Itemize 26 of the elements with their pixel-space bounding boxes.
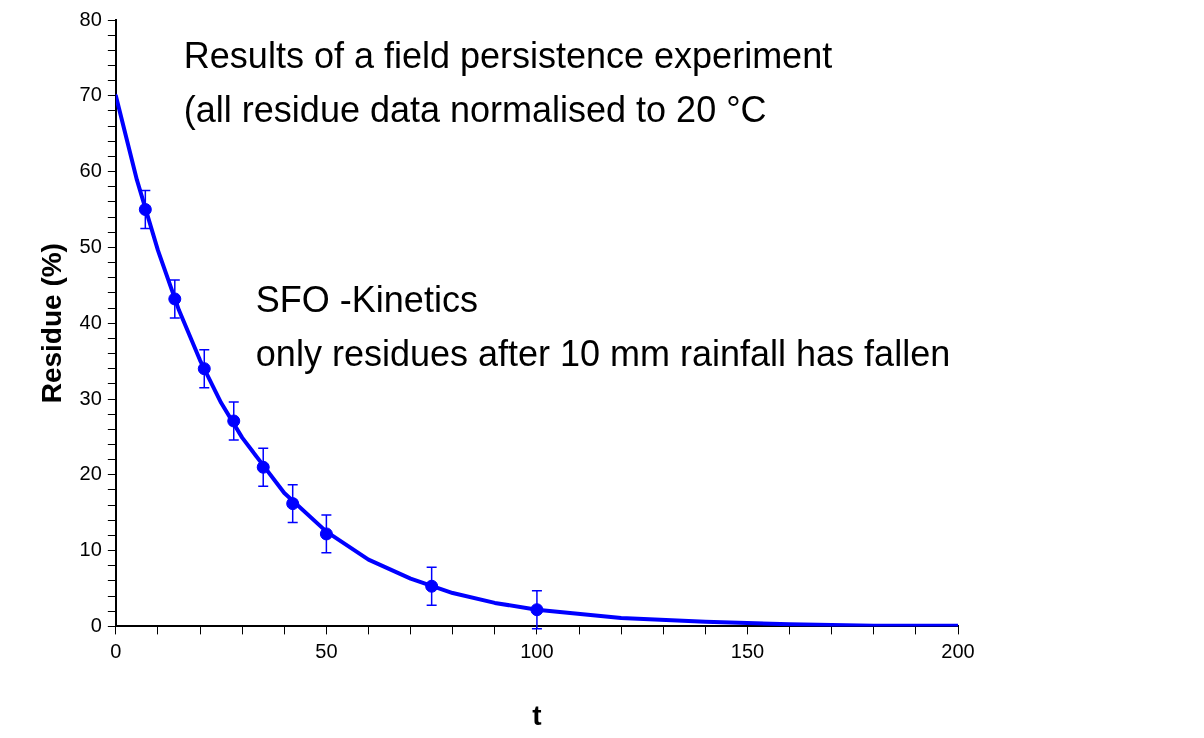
annotation: Results of a field persistence experiment [183, 34, 833, 76]
x-tick-label: 150 [730, 639, 765, 662]
y-tick-label: 40 [79, 310, 102, 333]
point [319, 527, 333, 541]
y-axis-title: Residue (%) [35, 243, 67, 404]
y-tick-label: 60 [79, 159, 102, 182]
x-tick-label: 50 [315, 639, 338, 662]
y-tick-label: 10 [79, 538, 102, 561]
y-tick-label: 80 [79, 7, 102, 30]
x-tick-label: 100 [520, 639, 554, 662]
y-tick-label: 30 [79, 386, 102, 409]
point [197, 362, 211, 376]
annotation: only residues after 10 mm rainfall has fallen [255, 332, 951, 374]
y-tick-label: 70 [79, 83, 102, 106]
annotation: (all residue data normalised to 20 °C [183, 88, 767, 130]
x-axis-title: t [532, 699, 542, 731]
x-tick-label: 0 [110, 639, 122, 662]
annotation: SFO -Kinetics [255, 278, 478, 320]
point [286, 497, 300, 511]
point [425, 579, 439, 593]
point [227, 414, 241, 428]
x-tick-label: 200 [941, 639, 975, 662]
point [138, 203, 152, 216]
y-tick-label: 50 [79, 234, 102, 257]
y-tick-label: 20 [79, 462, 102, 485]
y-tick-label: 0 [90, 613, 102, 636]
